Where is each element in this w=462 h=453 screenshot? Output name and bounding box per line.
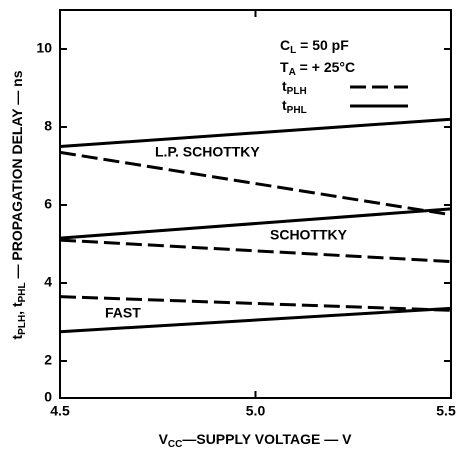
label-background — [267, 227, 350, 245]
y-axis-label: tPLH, tPHL — PROPAGATION DELAY — ns — [9, 70, 28, 339]
text-segment: t — [282, 78, 287, 94]
y-tick-label: 4 — [44, 274, 52, 290]
y-tick-label: 0 — [44, 389, 52, 405]
annotation: CL = 50 pF — [280, 37, 349, 56]
line — [59, 238, 452, 264]
label-background — [152, 144, 263, 162]
y-tick-label: 2 — [44, 352, 52, 368]
text-segment: CC — [168, 439, 182, 450]
text-segment: , t — [9, 302, 25, 315]
x-axis-label: VCC—SUPPLY VOLTAGE — V — [159, 431, 353, 450]
y-tick-label: 8 — [44, 118, 52, 134]
text-segment: L — [290, 45, 296, 56]
text-segment: PHL — [287, 105, 307, 116]
text-segment: T — [280, 59, 289, 75]
x-tick-label: 5.5 — [436, 403, 456, 419]
x-tick-label: 4.5 — [50, 403, 70, 419]
text-segment: = 50 pF — [296, 37, 349, 53]
y-tick-label: 10 — [36, 40, 52, 56]
curve-label: SCHOTTKY — [270, 227, 348, 243]
legend-label: tPLH — [282, 78, 307, 97]
label-background — [102, 305, 144, 323]
text-segment: PLH — [17, 315, 28, 335]
annotation: TA = + 25°C — [280, 59, 355, 78]
y-tick-label: 6 — [44, 196, 52, 212]
text-segment: t — [9, 334, 25, 339]
text-segment: PLH — [287, 86, 307, 97]
line — [59, 306, 452, 334]
text-segment: t — [282, 97, 287, 113]
line — [59, 207, 452, 240]
text-segment: C — [280, 37, 290, 53]
text-segment: V — [159, 431, 169, 447]
curve-label: L.P. SCHOTTKY — [155, 144, 260, 160]
text-segment: PHL — [17, 282, 28, 302]
text-segment: = + 25°C — [296, 59, 355, 75]
text-segment: — PROPAGATION DELAY — ns — [9, 70, 25, 282]
text-segment: —SUPPLY VOLTAGE — V — [182, 431, 352, 447]
legend-label: tPHL — [282, 97, 307, 116]
line — [59, 117, 452, 148]
x-tick-label: 5.0 — [246, 403, 266, 419]
curve-label: FAST — [105, 305, 141, 321]
text-segment: A — [289, 67, 296, 78]
